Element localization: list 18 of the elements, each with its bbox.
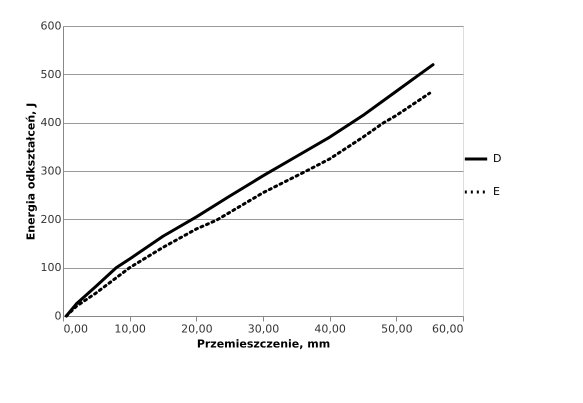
x-tick-label: 30,00 xyxy=(248,322,280,336)
x-tick-label: 50,00 xyxy=(381,322,413,336)
x-tick-label: 60,00 xyxy=(432,322,464,336)
x-tick-label: 20,00 xyxy=(181,322,213,336)
x-tick-label: 40,00 xyxy=(314,322,346,336)
legend-label: D xyxy=(493,152,502,165)
y-tick-label: 300 xyxy=(40,164,62,178)
y-tick-label: 100 xyxy=(40,261,62,274)
y-tick-label: 400 xyxy=(40,116,62,130)
x-tick-label: 0,00 xyxy=(64,322,88,336)
y-tick-label: 200 xyxy=(40,212,62,226)
x-tick-label: 10,00 xyxy=(114,322,146,336)
y-tick-label: 500 xyxy=(40,68,62,81)
x-axis-title: Przemieszczenie, mm xyxy=(196,338,330,350)
y-tick-label: 600 xyxy=(40,20,62,32)
y-tick-label: 0 xyxy=(54,310,62,322)
legend-label: E xyxy=(493,185,500,198)
y-axis-title: Energia odkształceń, J xyxy=(24,102,38,240)
